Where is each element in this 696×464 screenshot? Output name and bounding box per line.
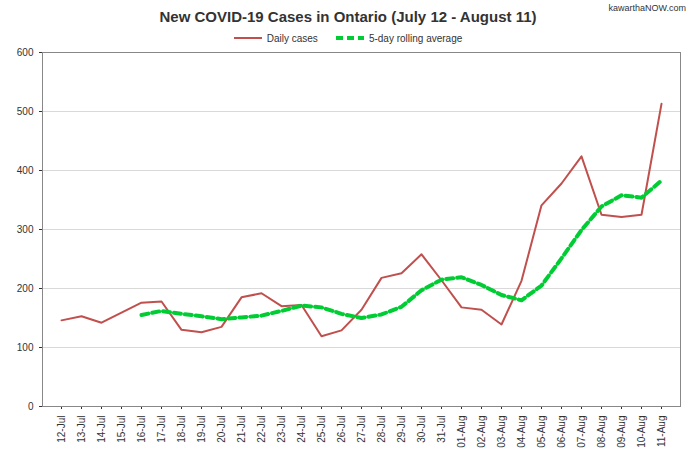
svg-text:200: 200 <box>17 283 34 294</box>
svg-text:09-Aug: 09-Aug <box>616 416 627 448</box>
svg-text:30-Jul: 30-Jul <box>416 416 427 443</box>
svg-text:16-Jul: 16-Jul <box>136 416 147 443</box>
svg-text:19-Jul: 19-Jul <box>196 416 207 443</box>
svg-text:26-Jul: 26-Jul <box>336 416 347 443</box>
svg-text:22-Jul: 22-Jul <box>256 416 267 443</box>
svg-text:02-Aug: 02-Aug <box>476 416 487 448</box>
svg-text:10-Aug: 10-Aug <box>636 416 647 448</box>
svg-text:07-Aug: 07-Aug <box>576 416 587 448</box>
svg-text:03-Aug: 03-Aug <box>496 416 507 448</box>
svg-text:400: 400 <box>17 165 34 176</box>
html-text:5-day rolling average: 5-day rolling average <box>368 32 463 44</box>
svg-text:17-Jul: 17-Jul <box>156 416 167 443</box>
svg-text:500: 500 <box>17 106 34 117</box>
svg-text:15-Jul: 15-Jul <box>116 416 127 443</box>
svg-text:300: 300 <box>17 224 34 235</box>
svg-text:20-Jul: 20-Jul <box>216 416 227 443</box>
svg-text:28-Jul: 28-Jul <box>376 416 387 443</box>
svg-text:27-Jul: 27-Jul <box>356 416 367 443</box>
svg-text:08-Aug: 08-Aug <box>596 416 607 448</box>
svg-text:13-Jul: 13-Jul <box>76 416 87 443</box>
svg-text:11-Aug: 11-Aug <box>656 416 667 448</box>
svg-text:04-Aug: 04-Aug <box>516 416 527 448</box>
svg-text:14-Jul: 14-Jul <box>96 416 107 443</box>
svg-text:06-Aug: 06-Aug <box>556 416 567 448</box>
svg-text:01-Aug: 01-Aug <box>456 416 467 448</box>
svg-text:25-Jul: 25-Jul <box>316 416 327 443</box>
svg-text:0: 0 <box>28 401 34 412</box>
svg-text:05-Aug: 05-Aug <box>536 416 547 448</box>
svg-text:31-Jul: 31-Jul <box>436 416 447 443</box>
svg-text:21-Jul: 21-Jul <box>236 416 247 443</box>
svg-text:18-Jul: 18-Jul <box>176 416 187 443</box>
svg-text:29-Jul: 29-Jul <box>396 416 407 443</box>
svg-text:23-Jul: 23-Jul <box>276 416 287 443</box>
svg-text:12-Jul: 12-Jul <box>56 416 67 443</box>
svg-text:100: 100 <box>17 342 34 353</box>
html-text:New COVID-19 Cases in Ontario: New COVID-19 Cases in Ontario (July 12 -… <box>159 8 537 25</box>
svg-text:600: 600 <box>17 47 34 58</box>
html-text:kawarthaNOW.com: kawarthaNOW.com <box>608 3 686 13</box>
html-text:Daily cases: Daily cases <box>266 32 318 44</box>
svg-text:24-Jul: 24-Jul <box>296 416 307 443</box>
